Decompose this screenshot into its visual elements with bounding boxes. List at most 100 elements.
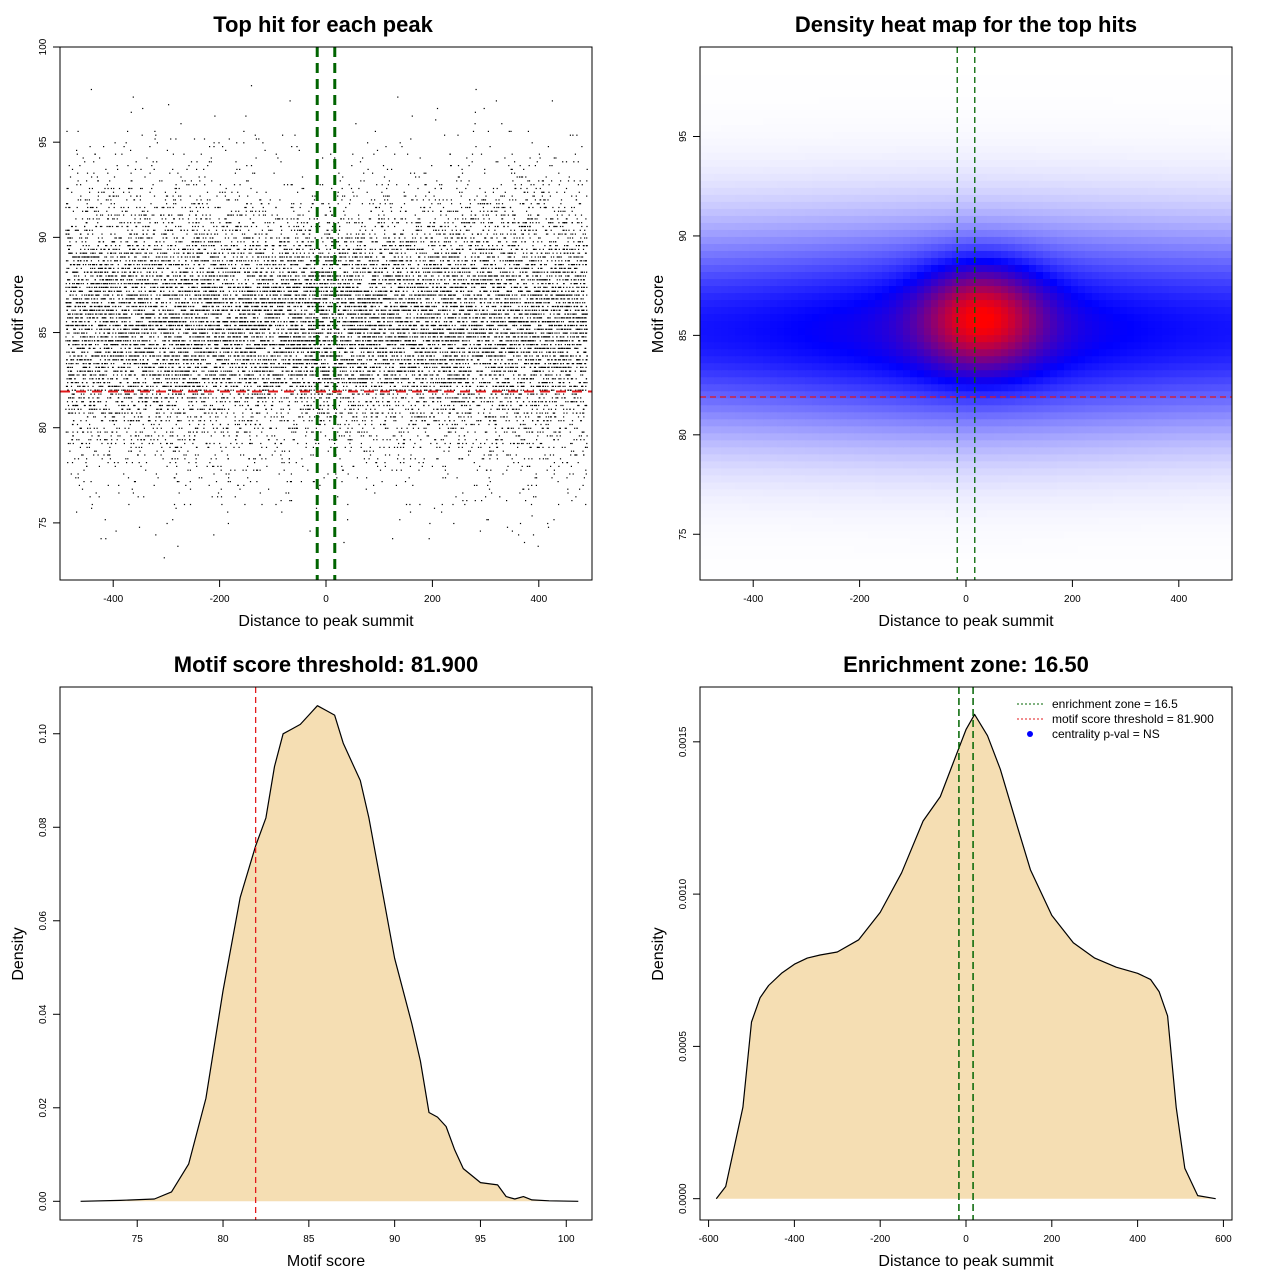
scatter-point [575,355,577,357]
scatter-point [193,385,195,387]
scatter-point [302,408,304,410]
scatter-point [444,225,446,228]
scatter-point [116,385,118,387]
scatter-point [486,340,488,342]
scatter-point [392,344,394,346]
scatter-point [390,283,392,285]
scatter-point [581,309,583,311]
scatter-point [558,248,560,250]
scatter-point [110,355,113,357]
scatter-point [487,416,490,418]
scatter-point [409,260,411,262]
scatter-point [304,340,306,342]
scatter-point [92,347,95,349]
scatter-point [392,408,394,410]
scatter-point [318,222,320,224]
scatter-point [352,256,354,258]
scatter-point [351,439,353,441]
scatter-point [545,279,547,281]
scatter-point [540,332,542,334]
scatter-point [428,245,430,247]
scatter-point [299,416,301,418]
scatter-point [560,378,562,380]
scatter-point [585,385,587,387]
scatter-point [348,256,350,258]
scatter-point [541,180,543,182]
scatter-point [218,260,220,262]
scatter-point [278,317,280,319]
scatter-point [539,157,541,159]
scatter-point [192,302,194,304]
scatter-point [483,283,485,285]
scatter-point [524,225,526,228]
scatter-point [545,290,547,292]
scatter-point [566,332,568,334]
scatter-point [501,439,503,441]
scatter-point [99,290,101,292]
scatter-point [318,416,320,418]
scatter-point [244,351,246,353]
scatter-point [330,340,332,342]
scatter-point [152,374,154,376]
scatter-point [519,522,522,525]
scatter-point [101,225,103,228]
scatter-point [341,359,343,361]
scatter-point [154,317,156,319]
scatter-point [253,275,256,277]
scatter-point [392,359,394,361]
scatter-point [476,404,478,407]
scatter-point [157,252,159,254]
scatter-point [559,359,561,361]
scatter-point [123,275,125,277]
scatter-point [425,328,427,330]
scatter-point [228,328,231,330]
scatter-point [535,484,537,486]
scatter-point [352,252,355,254]
scatter-point [397,382,399,384]
scatter-point [273,332,275,334]
scatter-point [267,321,269,323]
scatter-point [297,324,299,327]
scatter-point [218,279,220,281]
scatter-point [246,374,248,376]
scatter-point [490,324,492,327]
scatter-point [137,439,139,441]
scatter-point [318,271,321,273]
scatter-point [395,328,397,330]
scatter-point [120,279,122,281]
scatter-point [379,248,381,250]
scatter-point [315,427,317,429]
scatter-point [254,134,256,136]
scatter-point [259,469,261,471]
scatter-point [524,267,526,269]
scatter-point [193,332,195,334]
scatter-point [320,359,322,361]
scatter-point [276,416,278,418]
scatter-point [172,408,174,410]
scatter-point [194,427,197,429]
scatter-point [169,206,171,209]
scatter-point [148,225,150,228]
scatter-point [166,431,168,433]
scatter-point [537,279,539,281]
scatter-point [510,305,512,308]
scatter-point [412,237,414,239]
scatter-point [283,294,285,296]
scatter-point [454,218,456,220]
scatter-point [323,340,325,342]
scatter-point [107,484,109,486]
scatter-point [209,404,212,407]
scatter-point [362,389,364,391]
scatter-point [473,462,475,464]
scatter-point [286,420,288,422]
scatter-point [429,260,431,262]
scatter-point [344,374,346,376]
scatter-point [570,385,572,387]
scatter-point [438,302,440,304]
scatter-point [136,412,138,414]
scatter-point [339,256,341,258]
scatter-point [263,370,265,372]
scatter-point [528,344,530,346]
scatter-point [94,298,96,300]
scatter-point [191,359,193,361]
